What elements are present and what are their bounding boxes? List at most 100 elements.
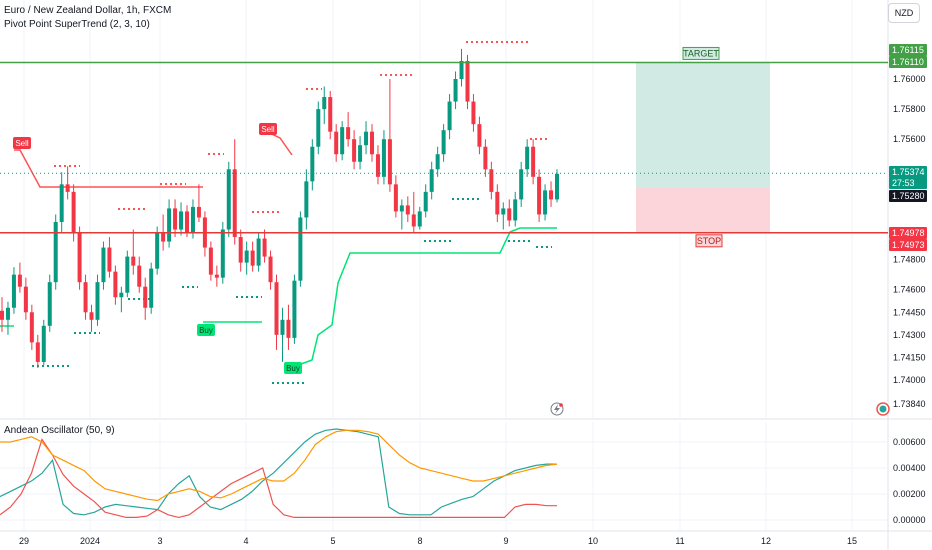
candle-body[interactable] xyxy=(179,211,184,230)
candle-body[interactable] xyxy=(519,169,524,200)
indicator-legend[interactable]: Pivot Point SuperTrend (2, 3, 10) xyxy=(4,19,150,30)
candle-body[interactable] xyxy=(107,247,112,272)
currency-button[interactable]: NZD xyxy=(888,3,920,23)
candle-body[interactable] xyxy=(423,191,428,212)
price-tag-target[interactable]: 1.76115 xyxy=(889,44,927,56)
candle-body[interactable] xyxy=(352,139,357,162)
candle-body[interactable] xyxy=(459,60,464,79)
candle-body[interactable] xyxy=(47,282,52,326)
candle-body[interactable] xyxy=(0,310,4,320)
candle-body[interactable] xyxy=(244,250,249,263)
candle-body[interactable] xyxy=(226,169,231,230)
candle-body[interactable] xyxy=(232,169,237,238)
price-axis[interactable]: 1.76000 1.75800 1.75600 1.74800 1.74600 1.744… xyxy=(876,44,927,416)
oscillator-legend[interactable]: Andean Oscillator (50, 9) xyxy=(4,425,115,436)
candle-body[interactable] xyxy=(137,265,142,287)
candle-body[interactable] xyxy=(375,154,380,177)
candle-body[interactable] xyxy=(208,247,213,275)
candle-body[interactable] xyxy=(11,274,16,308)
candle-body[interactable] xyxy=(220,229,225,278)
candle-body[interactable] xyxy=(471,101,476,125)
candle-body[interactable] xyxy=(214,274,219,278)
candle-body[interactable] xyxy=(310,146,315,182)
candle-body[interactable] xyxy=(429,169,434,192)
osc-series-signal[interactable] xyxy=(0,429,558,502)
candle-body[interactable] xyxy=(143,286,148,308)
candle-body[interactable] xyxy=(256,238,261,266)
candle-body[interactable] xyxy=(489,169,494,192)
candle-body[interactable] xyxy=(17,274,22,287)
candle-body[interactable] xyxy=(364,131,369,146)
candle-body[interactable] xyxy=(501,208,506,215)
candle-body[interactable] xyxy=(286,319,291,338)
candle-body[interactable] xyxy=(483,146,488,170)
candle-body[interactable] xyxy=(185,211,189,233)
candle-body[interactable] xyxy=(298,217,303,281)
candle-body[interactable] xyxy=(340,127,345,155)
osc-series-bull[interactable] xyxy=(0,428,557,516)
candle-body[interactable] xyxy=(346,127,351,140)
candle-body[interactable] xyxy=(113,271,118,298)
candle-body[interactable] xyxy=(5,307,10,320)
sell-signal[interactable]: Sell xyxy=(259,123,277,135)
candle-body[interactable] xyxy=(59,184,64,222)
candle-body[interactable] xyxy=(53,221,58,283)
price-tag-last[interactable]: 1.75374 xyxy=(889,166,927,178)
flash-icon[interactable] xyxy=(550,402,564,416)
price-tag-target[interactable]: 1.76110 xyxy=(889,56,927,68)
candle-body[interactable] xyxy=(89,312,94,320)
sell-signal[interactable]: Sell xyxy=(13,137,31,149)
price-tag-countdown[interactable]: 27:53 xyxy=(889,177,927,189)
candle-body[interactable] xyxy=(334,131,339,155)
candle-body[interactable] xyxy=(161,232,166,242)
candle-body[interactable] xyxy=(250,250,255,266)
candle-body[interactable] xyxy=(513,199,518,221)
candle-body[interactable] xyxy=(477,124,482,147)
candle-body[interactable] xyxy=(77,232,82,283)
candle-body[interactable] xyxy=(155,232,160,269)
buy-signal[interactable]: Buy xyxy=(284,362,302,374)
candle-body[interactable] xyxy=(447,101,452,131)
candle-body[interactable] xyxy=(238,237,243,263)
candle-body[interactable] xyxy=(173,208,178,230)
candle-body[interactable] xyxy=(292,280,297,338)
candle-body[interactable] xyxy=(83,282,88,313)
osc-series-bear[interactable] xyxy=(0,438,557,519)
candle-body[interactable] xyxy=(304,181,309,218)
candle-body[interactable] xyxy=(453,79,458,102)
candle-body[interactable] xyxy=(29,312,34,343)
candle-body[interactable] xyxy=(435,154,440,170)
candle-body[interactable] xyxy=(393,184,398,212)
oscillator-layer[interactable]: 0.00600 0.00400 0.00200 0.00000 xyxy=(0,428,926,525)
candle-body[interactable] xyxy=(131,256,136,266)
candle-body[interactable] xyxy=(316,109,321,147)
scale-settings-button[interactable] xyxy=(876,402,890,416)
candle-body[interactable] xyxy=(262,238,267,257)
candle-body[interactable] xyxy=(322,97,327,110)
candle-body[interactable] xyxy=(495,191,500,215)
candle-body[interactable] xyxy=(125,256,130,293)
candle-body[interactable] xyxy=(507,208,512,221)
candle-body[interactable] xyxy=(370,131,374,155)
candle-body[interactable] xyxy=(65,184,70,192)
candles-layer[interactable] xyxy=(0,48,559,368)
candle-body[interactable] xyxy=(35,342,40,362)
candle-body[interactable] xyxy=(71,191,76,233)
candle-body[interactable] xyxy=(387,139,392,185)
candle-body[interactable] xyxy=(358,145,363,162)
candle-body[interactable] xyxy=(280,319,285,335)
candle-body[interactable] xyxy=(417,211,422,227)
candle-body[interactable] xyxy=(95,282,100,320)
candle-body[interactable] xyxy=(537,176,542,215)
price-tag-stop[interactable]: 1.74973 xyxy=(889,239,927,251)
candle-body[interactable] xyxy=(549,190,554,200)
candle-body[interactable] xyxy=(441,130,446,155)
candle-body[interactable] xyxy=(399,205,404,212)
symbol-legend[interactable]: Euro / New Zealand Dollar, 1h, FXCM xyxy=(4,5,172,16)
candle-body[interactable] xyxy=(119,292,124,298)
candle-body[interactable] xyxy=(41,325,46,362)
price-tag-neutral[interactable]: 1.75280 xyxy=(889,190,927,202)
candle-body[interactable] xyxy=(531,146,536,177)
candle-body[interactable] xyxy=(23,286,28,313)
